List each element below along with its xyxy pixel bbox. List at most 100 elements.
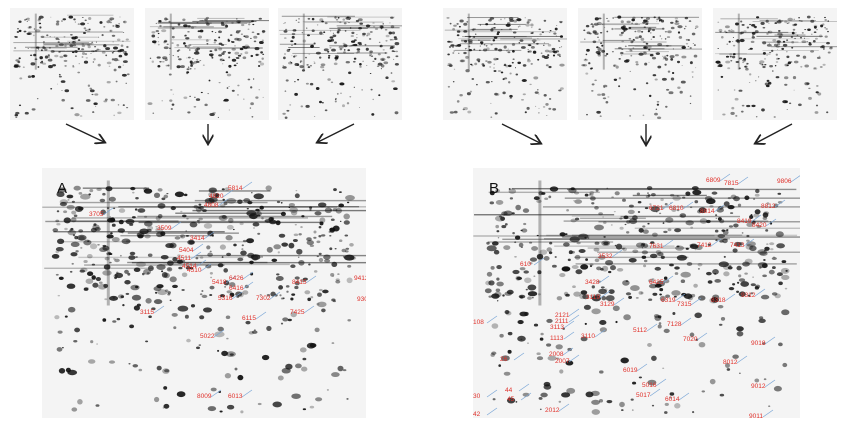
leader-line (743, 238, 755, 247)
spot-label: 2121 (555, 312, 570, 319)
spot-label: 7413 (730, 242, 745, 249)
leader-line (662, 239, 674, 248)
spot-label: 8012 (723, 359, 738, 366)
leader-line (710, 238, 722, 247)
spot-label: 2111 (555, 318, 569, 325)
leader-line (513, 352, 525, 361)
leader-line (568, 354, 580, 363)
leader-line (613, 297, 625, 306)
leader-line (241, 389, 253, 398)
leader-line (754, 288, 766, 297)
leader-line (713, 204, 725, 213)
gel-thumbnail-b2 (578, 8, 702, 120)
spot-label: 4511 (177, 255, 191, 262)
leader-line (719, 173, 731, 182)
leader-line (611, 249, 623, 258)
spot-label: 3110 (581, 333, 595, 340)
leader-line (764, 379, 776, 388)
spot-label: 4510 (187, 267, 202, 274)
leader-line (562, 347, 574, 356)
leader-line (269, 291, 281, 300)
leader-line (649, 388, 661, 397)
spot-label: 7315 (677, 301, 692, 308)
leader-line (599, 290, 611, 299)
leader-lines (102, 181, 317, 398)
leader-line (690, 297, 702, 306)
gel-spots (278, 8, 402, 120)
arrow-a1 (65, 123, 104, 142)
leader-line (762, 409, 774, 418)
spot-label: 6319 (661, 297, 676, 304)
spot-label: 6416 (229, 285, 244, 292)
gel-thumbnail-b1 (443, 8, 567, 120)
spot-label: 42 (473, 411, 481, 418)
spot-label: 8420 (752, 222, 767, 229)
leader-line (662, 275, 674, 284)
leader-line (486, 389, 498, 398)
leader-line (568, 314, 580, 323)
spot-label: 6014 (665, 396, 680, 403)
leader-line (764, 336, 776, 345)
spot-label: 6721 (649, 205, 664, 212)
leader-line (646, 323, 658, 332)
spot-label: 9012 (751, 383, 766, 390)
spot-label: 6809 (706, 177, 721, 184)
spot-label: 2012 (545, 407, 560, 414)
leader-line (486, 407, 498, 416)
spot-label: 30 (473, 393, 481, 400)
leader-line (305, 275, 317, 284)
spot-label: 3119 (586, 294, 600, 301)
spot-label: 3532 (598, 253, 613, 260)
spot-label: 5022 (200, 333, 215, 340)
leader-line (225, 275, 237, 284)
leader-line (680, 317, 692, 326)
gel-spots (42, 168, 366, 418)
spot-label: 610 (520, 261, 531, 268)
spot-label: 7128 (667, 321, 682, 328)
spot-label: 6810 (669, 205, 684, 212)
leader-line (192, 243, 204, 252)
spot-label: 3428 (585, 279, 600, 286)
spot-label: 6425 (649, 279, 664, 286)
spot-label: 45 (507, 396, 515, 403)
leader-line (213, 329, 225, 338)
leader-line (774, 199, 786, 208)
gel-spots (145, 8, 269, 120)
spot-label: 9312 (741, 292, 756, 299)
spot-label: 8419 (737, 218, 752, 225)
spot-label: 3113 (550, 324, 564, 331)
spot-label: 6426 (229, 275, 244, 282)
leader-line (598, 275, 610, 284)
leader-line (724, 293, 736, 302)
spot-label: 7302 (256, 295, 271, 302)
gel-thumbnail-b3 (713, 8, 837, 120)
leader-line (636, 363, 648, 372)
spot-label: 2008 (549, 351, 564, 358)
gel-panel-b: B 6809 7815 9806 6721 6810 8814 8812 8419 8420 76… (473, 168, 800, 418)
leader-line (170, 221, 182, 230)
leader-line (153, 305, 165, 314)
spot-label: 26 (500, 356, 508, 363)
spot-label: 8812 (761, 203, 776, 210)
spot-label: 3115 (140, 309, 154, 316)
spot-label: 8814 (700, 208, 715, 215)
spot-label: 5418 (212, 279, 227, 286)
leader-line (231, 291, 243, 300)
leader-line (200, 263, 212, 272)
leader-line (203, 231, 215, 240)
leader-line (737, 176, 749, 185)
spot-label: 5814 (228, 185, 243, 192)
leader-line (678, 392, 690, 401)
leader-line (195, 259, 207, 268)
gel-spots (473, 168, 800, 418)
spot-label: 8318 (711, 297, 726, 304)
spot-label: 9018 (751, 340, 766, 347)
spot-label: 9011 (749, 413, 763, 418)
spot-label: 8009 (197, 393, 212, 400)
spot-label: 44 (505, 387, 513, 394)
spot-label: 7020 (683, 336, 698, 343)
leader-line (696, 332, 708, 341)
spot-label: 7631 (649, 243, 664, 250)
gel-panel-a: A 5814 4820 4808 3705 3509 3414 5404 4511 4514 45… (42, 168, 366, 418)
leader-line (790, 175, 800, 183)
